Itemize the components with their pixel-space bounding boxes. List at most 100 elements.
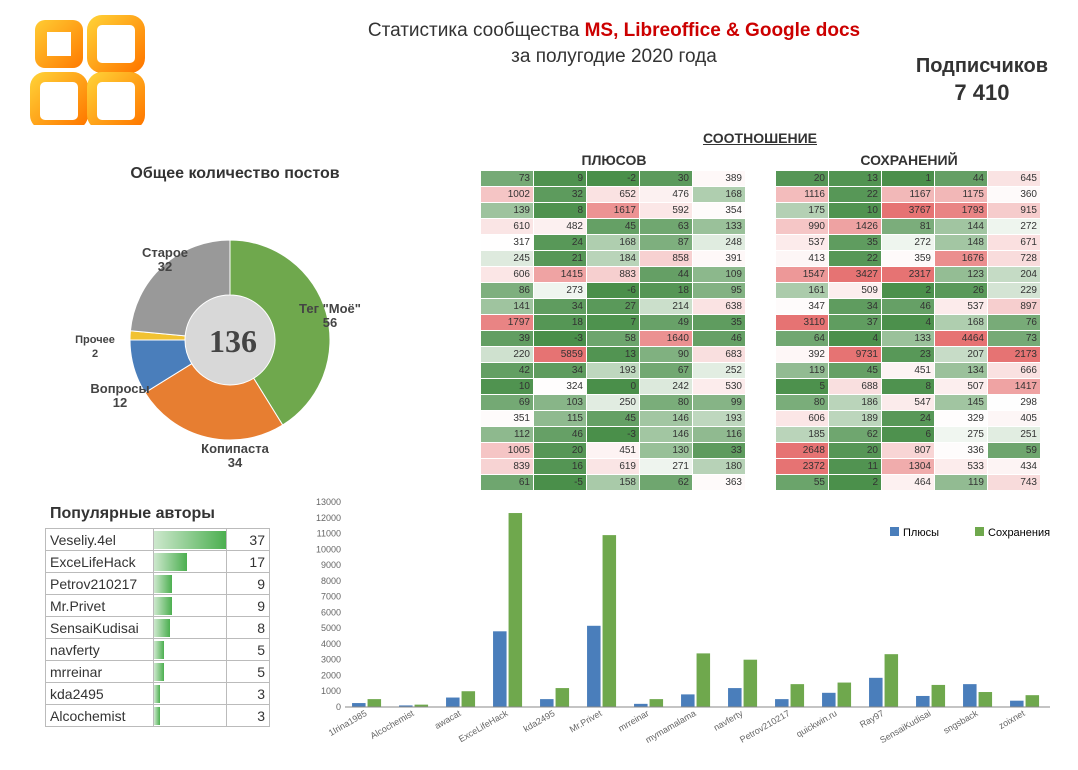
heat-cell: 123 [935,267,988,283]
authors-table: Veseliy.4el37ExceLifeHack17Petrov2102179… [45,528,270,727]
bar [822,693,836,707]
svg-text:zoixnet: zoixnet [997,708,1027,731]
author-bar [154,595,226,617]
svg-text:34: 34 [228,455,243,470]
heat-cell: 273 [534,283,587,299]
heat-cell: 252 [693,363,746,379]
heat-cell: 839 [481,459,534,475]
page-title: Статистика сообщества MS, Libreoffice & … [180,20,1048,42]
heat-cell: 63 [640,219,693,235]
bar [744,660,758,707]
heat-cell: 298 [988,395,1041,411]
author-name: kda2495 [46,683,154,705]
heat-cell: 606 [481,267,534,283]
heat-cell: 3767 [882,203,935,219]
legend: ПлюсыСохранения [890,527,1050,539]
heat-cell: 683 [693,347,746,363]
svg-text:8000: 8000 [321,576,341,586]
author-bar [154,705,226,727]
svg-text:10000: 10000 [316,544,341,554]
heat-cell: 271 [640,459,693,475]
heat-cell: 1175 [935,187,988,203]
heat-cell: 158 [587,475,640,491]
heatmap2-title: СОХРАНЕНИЙ [775,152,1043,168]
svg-text:Плюсы: Плюсы [903,527,939,539]
author-name: mrreinar [46,661,154,683]
heat-cell: 897 [988,299,1041,315]
author-value: 9 [226,595,269,617]
heat-cell: 73 [988,331,1041,347]
svg-text:ExceLifeHack: ExceLifeHack [457,708,510,744]
heat-cell: 2648 [776,443,829,459]
svg-text:Mr.Privet: Mr.Privet [568,708,604,735]
svg-text:56: 56 [323,315,337,330]
author-value: 3 [226,705,269,727]
heat-cell: 67 [640,363,693,379]
heat-cell: 34 [829,299,882,315]
heat-cell: 1426 [829,219,882,235]
heat-cell: 688 [829,379,882,395]
svg-text:2000: 2000 [321,670,341,680]
bar [446,698,460,707]
heat-cell: 7 [587,315,640,331]
bar [681,694,695,707]
bar [462,691,476,707]
svg-text:4000: 4000 [321,639,341,649]
heat-cell: 329 [935,411,988,427]
heat-cell: 144 [935,219,988,235]
bar [650,699,664,707]
heat-cell: 186 [829,395,882,411]
heat-cell: 23 [882,347,935,363]
heat-cell: 509 [829,283,882,299]
svg-text:Тег "Моё": Тег "Моё" [299,301,361,316]
heat-cell: 62 [829,427,882,443]
heat-cell: 389 [693,171,746,187]
heat-cell: 55 [776,475,829,491]
heat-cell: 451 [882,363,935,379]
heat-cell: 139 [481,203,534,219]
heat-cell: 130 [640,443,693,459]
logo-icon [30,15,150,130]
heat-cell: 103 [534,395,587,411]
heat-cell: 537 [776,235,829,251]
heat-cell: 3427 [829,267,882,283]
heat-cell: 1415 [534,267,587,283]
heat-cell: 248 [693,235,746,251]
heat-cell: 1 [882,171,935,187]
heat-cell: 883 [587,267,640,283]
heat-cell: 45 [587,219,640,235]
svg-text:9000: 9000 [321,560,341,570]
heat-cell: 5 [776,379,829,395]
author-value: 5 [226,661,269,683]
svg-text:1Irina1985: 1Irina1985 [327,708,369,738]
bar [493,631,507,707]
heatmap1-title: ПЛЮСОВ [480,152,748,168]
heat-cell: 148 [935,235,988,251]
heat-cell: 6 [882,427,935,443]
heat-cell: 0 [587,379,640,395]
svg-text:Petrov210217: Petrov210217 [738,708,792,745]
heat-cell: 20 [829,443,882,459]
svg-text:Ray97: Ray97 [858,708,886,730]
heat-cell: 592 [640,203,693,219]
heat-cell: 46 [693,331,746,347]
bar [963,684,977,707]
heat-cell: 69 [481,395,534,411]
heat-cell: 112 [481,427,534,443]
heat-cell: 73 [481,171,534,187]
author-name: navferty [46,639,154,661]
heat-cell: 507 [935,379,988,395]
heat-cell: 30 [640,171,693,187]
heat-cell: 13 [829,171,882,187]
heat-cell: 606 [776,411,829,427]
author-name: ExceLifeHack [46,551,154,573]
heat-cell: 245 [481,251,534,267]
bar [1010,701,1024,707]
heat-cell: 39 [481,331,534,347]
heat-cell: 13 [587,347,640,363]
heat-cell: 858 [640,251,693,267]
bar [509,513,523,707]
heat-cell: -2 [587,171,640,187]
author-value: 17 [226,551,269,573]
heat-cell: 638 [693,299,746,315]
